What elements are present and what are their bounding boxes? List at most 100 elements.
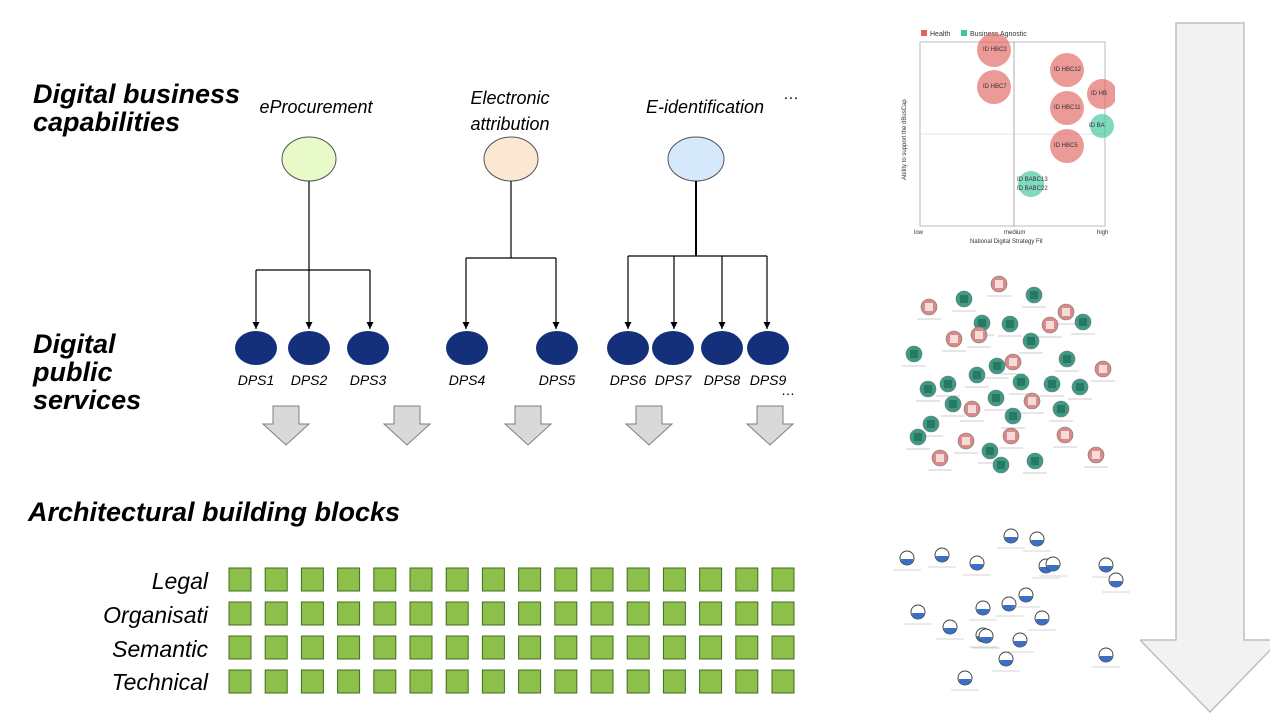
- building-block: [337, 635, 361, 660]
- service-label-dps9: DPS9: [749, 372, 787, 388]
- legal-node-fill: [912, 613, 924, 619]
- network-node-glyph: [1062, 308, 1070, 316]
- building-block: [699, 567, 723, 592]
- network-node-glyph: [1063, 355, 1071, 363]
- network-node-glyph: [1031, 457, 1039, 465]
- network-node-glyph: [993, 362, 1001, 370]
- building-block: [626, 635, 650, 660]
- building-block: [337, 601, 361, 626]
- network-node-glyph: [1099, 365, 1107, 373]
- network-node-glyph: [1076, 383, 1084, 391]
- x-axis-label: National Digital Strategy Fit: [970, 239, 1043, 245]
- legal-node-fill: [1110, 581, 1122, 587]
- bubble-label: ID BA: [1089, 123, 1105, 129]
- capabilities-heading-line-1: Digital business: [33, 79, 241, 109]
- building-block: [590, 669, 614, 694]
- legal-network-nodes: [893, 528, 1130, 691]
- service-node-dps5: [536, 331, 578, 365]
- network-node-glyph: [944, 380, 952, 388]
- network-node-glyph: [1006, 320, 1014, 328]
- layer-label-legal: Legal: [151, 568, 208, 594]
- building-block: [590, 567, 614, 592]
- service-nodes: [235, 331, 789, 365]
- building-block: [590, 601, 614, 626]
- service-label-dps8: DPS8: [703, 372, 741, 388]
- building-block: [445, 567, 469, 592]
- service-node-dps9: [747, 331, 789, 365]
- building-block: [554, 669, 578, 694]
- network-node-glyph: [1048, 380, 1056, 388]
- network-node-glyph: [936, 454, 944, 462]
- connectors: [252, 181, 771, 329]
- bubble: [1050, 91, 1084, 125]
- building-block: [445, 601, 469, 626]
- building-block: [337, 567, 361, 592]
- building-block: [373, 669, 397, 694]
- big-down-arrow: [1140, 22, 1270, 714]
- building-block: [554, 567, 578, 592]
- legend-health-label: Health: [930, 31, 950, 38]
- legal-node-fill: [936, 556, 948, 562]
- capabilities-more-ellipsis: …: [783, 86, 799, 103]
- building-block: [771, 669, 795, 694]
- down-arrow: [624, 405, 674, 446]
- legal-node-fill: [901, 559, 913, 565]
- building-block: [481, 669, 505, 694]
- building-block: [481, 601, 505, 626]
- building-block: [662, 601, 686, 626]
- legend-business-agnostic-swatch: [961, 30, 967, 36]
- bubble-label: ID HBC7: [983, 84, 1007, 90]
- bubble: [1090, 114, 1114, 138]
- down-arrow: [261, 405, 311, 446]
- capabilities-heading: Digital business capabilities: [33, 80, 240, 136]
- network-node-glyph: [914, 433, 922, 441]
- service-node-dps8: [701, 331, 743, 365]
- network-nodes: [902, 275, 1115, 474]
- capabilities-heading-line-2: capabilities: [33, 107, 181, 137]
- down-arrow: [503, 405, 553, 446]
- x-tick-high: high: [1097, 230, 1108, 236]
- network-node-glyph: [1092, 451, 1100, 459]
- service-node-dps2: [288, 331, 330, 365]
- service-node-dps1: [235, 331, 277, 365]
- service-node-dps3: [347, 331, 389, 365]
- network-node-glyph: [1007, 432, 1015, 440]
- bubble-label: ID HBC2: [983, 47, 1007, 53]
- building-block: [626, 567, 650, 592]
- bubble-label: ID HBC5: [1054, 143, 1078, 149]
- network-node-glyph: [950, 335, 958, 343]
- building-block: [518, 567, 542, 592]
- building-block: [518, 601, 542, 626]
- legal-node-fill: [1036, 619, 1048, 625]
- legal-node-fill: [1100, 656, 1112, 662]
- network-node-glyph: [997, 461, 1005, 469]
- bubble: [977, 33, 1011, 67]
- building-block: [662, 567, 686, 592]
- capability-node-eprocurement: [281, 136, 337, 182]
- bubbles: ID HBC2 ID HBC7 ID HBC12 ID HBC11 ID HBC5 ID …: [977, 33, 1115, 197]
- legal-node-fill: [1100, 566, 1112, 572]
- network-node-glyph: [924, 385, 932, 393]
- service-label-dps7: DPS7: [654, 372, 692, 388]
- services-heading-line-2: public: [33, 357, 113, 387]
- services-heading-line-3: services: [33, 385, 142, 415]
- capability-label-line: E-identification: [645, 97, 765, 117]
- layer-label-technical: Technical: [111, 669, 208, 695]
- bubble-label: ID BABC13: [1017, 177, 1048, 183]
- building-block: [735, 601, 759, 626]
- building-block: [699, 669, 723, 694]
- services-more-ellipsis: …: [781, 382, 795, 398]
- network-node-glyph: [975, 331, 983, 339]
- down-arrow: [382, 405, 432, 446]
- building-block: [373, 635, 397, 660]
- network-node-glyph: [995, 280, 1003, 288]
- capability-label-e-identification: E-identification: [620, 94, 790, 120]
- network-node-glyph: [1061, 431, 1069, 439]
- network-node-glyph: [1027, 337, 1035, 345]
- service-label-dps6: DPS6: [609, 372, 647, 388]
- network-node-glyph: [949, 400, 957, 408]
- network-node-glyph: [1030, 291, 1038, 299]
- building-block: [771, 601, 795, 626]
- legal-node-fill: [980, 637, 992, 643]
